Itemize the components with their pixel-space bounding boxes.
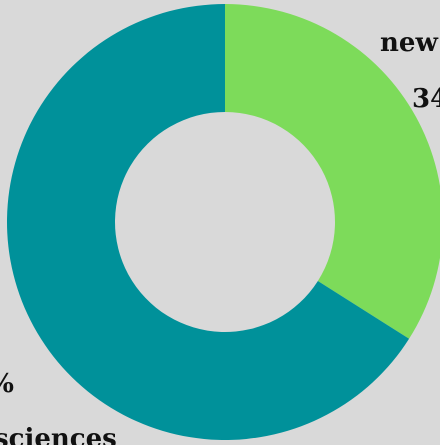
donut-slice bbox=[225, 4, 440, 339]
slices bbox=[6, 4, 440, 440]
slice-label: new bbox=[380, 28, 438, 58]
slice-label: sciences bbox=[0, 424, 117, 445]
donut-slice bbox=[6, 4, 410, 440]
slice-value-label: 66% bbox=[0, 369, 14, 399]
slice-value-label: 34% bbox=[412, 84, 440, 114]
